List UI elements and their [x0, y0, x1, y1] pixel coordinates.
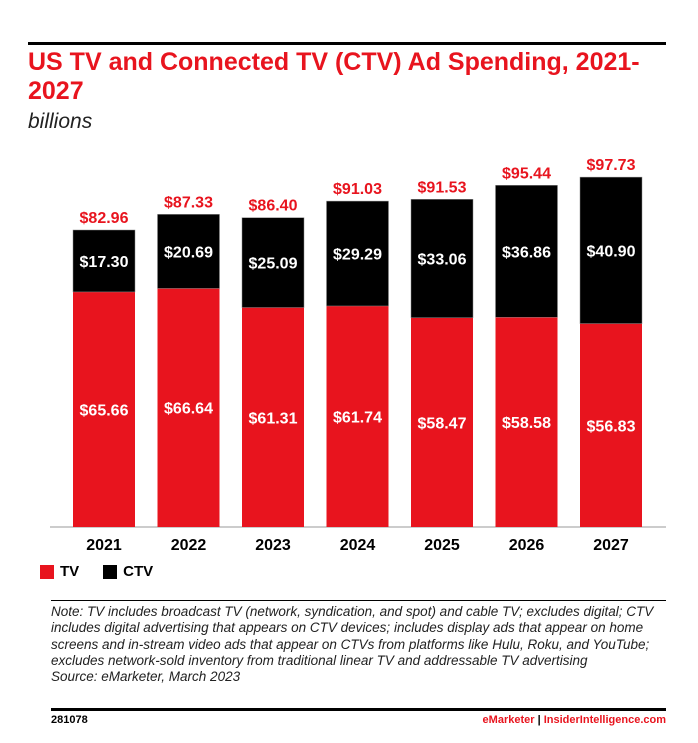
bar-tv-2023 [242, 307, 304, 527]
legend-label-tv: TV [60, 563, 80, 580]
bar-tv-2025 [411, 317, 473, 527]
bar-chart: $65.66 $17.30 $82.96 2021 $66.64 $20.69 $87.33… [50, 157, 666, 554]
legend: TV CTV [40, 563, 153, 580]
data-label-total-2025: $91.53 [418, 179, 467, 196]
legend-swatch-ctv [103, 564, 118, 579]
bar-tv-2024 [326, 305, 389, 527]
note-text: Note: TV includes broadcast TV (network,… [51, 604, 654, 668]
bar-tv-2026 [495, 317, 558, 527]
bar-ctv-2023 [241, 217, 305, 308]
data-label-tv-2024: $61.74 [333, 409, 382, 426]
source-text: Source: eMarketer, March 2023 [51, 669, 241, 685]
data-label-total-2023: $86.40 [249, 198, 298, 215]
bar-tv-2021 [73, 291, 135, 527]
bar-ctv-2021 [72, 229, 136, 293]
bar-ctv-2026 [495, 185, 558, 318]
data-label-ctv-2025: $33.06 [418, 252, 467, 269]
data-label-tv-2022: $66.64 [164, 401, 213, 418]
note-rule [51, 600, 666, 601]
data-label-tv-2023: $61.31 [249, 410, 298, 427]
bar-ctv-2025 [410, 199, 474, 318]
brand-emarketer: eMarketer [482, 714, 535, 726]
bar-ctv-2022 [157, 214, 220, 289]
chart-subtitle: billions [28, 110, 93, 133]
data-label-total-2024: $91.03 [333, 181, 382, 198]
data-label-ctv-2027: $40.90 [587, 243, 636, 260]
footer-rule [51, 708, 666, 711]
brand-separator: | [537, 714, 541, 726]
data-label-ctv-2026: $36.86 [502, 244, 551, 261]
bar-ctv-2024 [326, 200, 389, 307]
chart-id: 281078 [51, 714, 88, 726]
data-label-ctv-2023: $25.09 [249, 256, 298, 273]
data-label-total-2022: $87.33 [164, 194, 213, 211]
data-label-tv-2027: $56.83 [587, 418, 636, 435]
legend-item-ctv: CTV [103, 563, 153, 580]
data-label-ctv-2022: $20.69 [164, 244, 213, 261]
data-label-total-2026: $95.44 [502, 165, 551, 182]
bar-tv-2027 [580, 323, 642, 527]
bar-ctv-2027 [579, 176, 643, 324]
x-tick-label-2023: 2023 [255, 537, 291, 554]
x-tick-label-2027: 2027 [593, 537, 629, 554]
legend-swatch-tv [40, 564, 54, 579]
brand-site-link[interactable]: InsiderIntelligence.com [543, 714, 666, 726]
data-label-total-2027: $97.73 [587, 157, 636, 174]
legend-label-ctv: CTV [123, 563, 154, 580]
brand: eMarketer | InsiderIntelligence.com [483, 714, 666, 726]
bar-tv-2022 [157, 288, 220, 527]
x-tick-label-2024: 2024 [340, 537, 376, 554]
top-rule [28, 42, 666, 45]
x-tick-label-2021: 2021 [86, 537, 122, 554]
note-block: Note: TV includes broadcast TV (network,… [51, 604, 671, 685]
x-tick-label-2026: 2026 [509, 537, 545, 554]
legend-item-tv: TV [40, 563, 79, 580]
x-tick-label-2025: 2025 [424, 537, 460, 554]
data-label-total-2021: $82.96 [80, 210, 129, 227]
data-label-tv-2026: $58.58 [502, 415, 551, 432]
chart-title: US TV and Connected TV (CTV) Ad Spending… [28, 48, 640, 105]
x-tick-label-2022: 2022 [171, 537, 207, 554]
data-label-tv-2025: $58.47 [418, 415, 467, 432]
data-label-ctv-2021: $17.30 [80, 254, 129, 271]
data-label-tv-2021: $65.66 [80, 402, 129, 419]
data-label-ctv-2024: $29.29 [333, 247, 382, 264]
